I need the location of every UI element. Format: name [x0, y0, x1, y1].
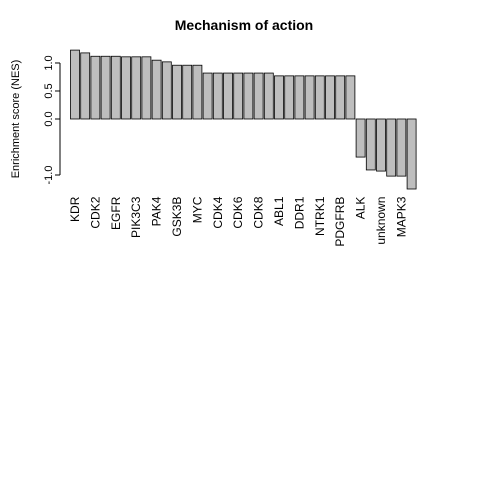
bar: [406, 118, 417, 190]
x-tick-label: CDK8: [252, 196, 266, 228]
bar: [100, 55, 111, 120]
bar: [386, 118, 397, 177]
bar: [110, 55, 121, 120]
bar: [376, 118, 386, 172]
bar: [161, 61, 172, 120]
x-tick-label: unknown: [374, 197, 388, 245]
bar: [243, 72, 254, 120]
bar: [365, 118, 376, 171]
x-tick-label: PAK4: [150, 196, 164, 226]
x-tick-label: PIK3C3: [129, 196, 143, 238]
bar: [90, 55, 101, 120]
x-tick-label: CDK2: [88, 196, 102, 228]
x-tick-label: GSK3B: [170, 197, 184, 237]
bar: [314, 75, 325, 120]
bar: [233, 72, 244, 120]
y-tick-label: 0.5: [43, 83, 55, 98]
x-tick-label: MAPK3: [394, 196, 408, 237]
bar: [294, 75, 305, 120]
chart-title: Mechanism of action: [175, 17, 313, 33]
x-tick-label: ALK: [354, 197, 368, 220]
bar: [274, 75, 284, 120]
bar: [304, 75, 315, 120]
x-tick-label: NTRK1: [313, 196, 327, 236]
bar: [80, 52, 91, 120]
x-tick-label: CDK6: [231, 196, 245, 228]
bar: [396, 118, 407, 177]
x-tick-label: ABL1: [272, 196, 286, 226]
y-tick-label: 1.0: [43, 55, 55, 70]
x-tick-label: KDR: [68, 196, 82, 222]
bar: [192, 64, 203, 120]
x-tick-label: MYC: [190, 196, 204, 223]
bar: [284, 75, 295, 120]
bar: [263, 72, 274, 120]
bar: [202, 72, 213, 120]
y-tick-label: -1.0: [43, 166, 55, 185]
x-tick-label: DDR1: [292, 196, 306, 229]
x-tick-label: CDK4: [211, 196, 225, 228]
bar: [70, 49, 80, 120]
bar: [355, 118, 366, 158]
bar: [141, 56, 152, 120]
bar: [151, 59, 162, 120]
bar: [212, 72, 223, 120]
bar: [253, 72, 264, 120]
y-tick-label: 0.0: [43, 111, 55, 126]
bar: [182, 64, 193, 120]
bar: [121, 56, 131, 120]
bar: [223, 72, 233, 120]
x-tick-label: PDGFRB: [333, 197, 347, 247]
bar: [345, 75, 356, 120]
bar: [172, 64, 182, 120]
bar: [325, 75, 335, 120]
x-tick-label: EGFR: [109, 196, 123, 230]
y-axis-label: Enrichment score (NES): [10, 60, 22, 179]
bar: [131, 56, 142, 120]
bar: [335, 75, 346, 120]
